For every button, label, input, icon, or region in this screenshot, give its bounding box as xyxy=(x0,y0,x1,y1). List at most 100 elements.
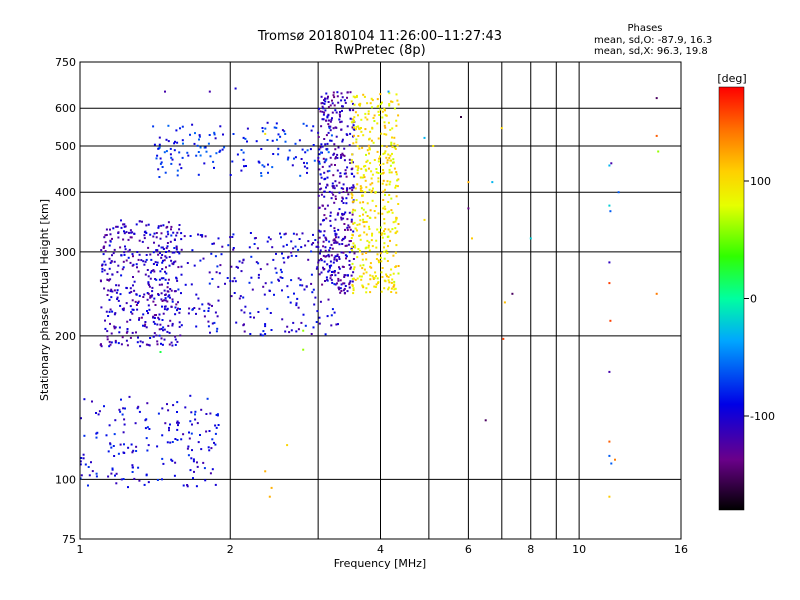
data-point xyxy=(206,397,209,400)
data-point xyxy=(284,133,287,135)
data-point xyxy=(377,172,380,174)
data-point xyxy=(131,471,134,473)
data-point xyxy=(316,310,319,313)
data-point xyxy=(359,176,362,179)
data-point xyxy=(345,244,348,247)
data-point xyxy=(326,170,329,173)
data-point xyxy=(208,90,211,93)
data-point xyxy=(381,144,384,147)
data-point xyxy=(176,401,179,404)
data-point xyxy=(361,146,364,149)
data-point xyxy=(338,191,341,194)
data-point xyxy=(171,158,174,161)
data-point xyxy=(357,248,360,250)
data-point xyxy=(350,218,353,221)
data-point xyxy=(306,149,309,152)
data-point xyxy=(97,413,100,416)
data-point xyxy=(383,246,385,249)
data-point xyxy=(361,176,364,179)
data-point xyxy=(145,418,148,421)
data-point xyxy=(377,137,380,140)
data-point xyxy=(203,309,206,312)
data-point xyxy=(327,298,330,301)
data-point xyxy=(119,246,122,249)
data-point xyxy=(346,96,348,99)
data-point xyxy=(365,291,368,294)
data-point xyxy=(176,279,179,282)
data-point xyxy=(348,286,351,289)
data-point xyxy=(288,331,291,334)
data-point xyxy=(338,113,341,116)
data-point xyxy=(332,153,335,156)
data-point xyxy=(500,127,503,130)
data-point xyxy=(342,217,345,220)
data-point xyxy=(153,314,156,317)
data-point xyxy=(355,141,358,144)
data-point xyxy=(187,154,190,157)
data-point xyxy=(100,345,103,348)
data-point xyxy=(148,285,151,288)
data-point xyxy=(348,187,351,190)
data-point xyxy=(223,146,226,149)
data-point xyxy=(315,267,318,270)
data-point xyxy=(207,307,210,310)
data-point xyxy=(294,245,297,248)
data-point xyxy=(194,413,196,416)
data-point xyxy=(383,230,385,233)
data-point xyxy=(263,293,266,296)
data-point xyxy=(214,137,217,140)
data-point xyxy=(174,140,176,143)
data-point xyxy=(325,148,328,151)
data-point xyxy=(152,269,155,272)
data-point xyxy=(182,433,185,436)
data-point xyxy=(113,325,116,328)
data-point xyxy=(366,149,369,152)
data-point xyxy=(242,136,245,139)
data-point xyxy=(171,324,174,327)
data-point xyxy=(153,270,156,273)
data-point xyxy=(378,157,381,160)
data-point xyxy=(342,266,345,268)
data-point xyxy=(167,124,170,127)
data-point xyxy=(131,253,134,256)
data-point xyxy=(197,233,199,236)
data-point xyxy=(124,248,127,251)
data-point xyxy=(344,254,347,257)
data-point xyxy=(340,283,343,286)
data-point xyxy=(135,331,137,334)
data-point xyxy=(351,200,354,203)
data-point xyxy=(149,253,152,256)
data-point xyxy=(202,257,205,260)
data-point xyxy=(154,261,157,264)
colorbar-label: [deg] xyxy=(717,72,746,85)
data-point xyxy=(306,162,308,165)
data-point xyxy=(366,102,369,105)
data-point xyxy=(330,163,333,166)
data-point xyxy=(88,474,91,477)
data-point xyxy=(201,234,204,237)
data-point xyxy=(655,134,658,137)
data-point xyxy=(334,239,337,242)
data-point xyxy=(280,236,282,239)
data-point xyxy=(106,330,109,333)
data-point xyxy=(248,281,251,284)
data-point xyxy=(275,271,278,274)
data-point xyxy=(275,126,278,129)
data-point xyxy=(115,225,118,228)
data-point xyxy=(352,258,355,260)
data-point xyxy=(338,256,341,259)
data-point xyxy=(361,267,364,270)
data-point xyxy=(156,479,159,481)
data-point xyxy=(164,294,167,296)
data-point xyxy=(157,244,160,247)
data-point xyxy=(351,196,353,199)
data-point xyxy=(146,449,149,452)
data-point xyxy=(138,410,141,413)
data-point xyxy=(131,299,134,302)
data-point xyxy=(193,264,196,267)
data-point xyxy=(344,211,347,214)
data-point xyxy=(341,212,344,215)
data-point xyxy=(101,263,104,266)
data-point xyxy=(325,92,328,95)
data-point xyxy=(80,474,83,477)
